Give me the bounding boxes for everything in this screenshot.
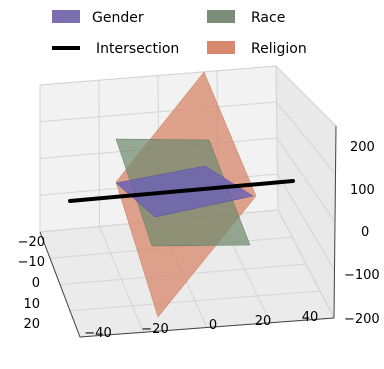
- legend-label-religion: Religion: [251, 41, 307, 57]
- gridline: [69, 290, 321, 312]
- x-tick-label: 0: [209, 318, 217, 333]
- z-tick-label: −100: [344, 268, 380, 283]
- x-tick-label: 20: [255, 314, 272, 329]
- y-tick-label: 10: [23, 297, 40, 312]
- gridline: [276, 137, 336, 223]
- legend-label-race: Race: [251, 10, 285, 26]
- z-axis-line: [333, 125, 337, 319]
- x-tick-label: 40: [302, 310, 319, 325]
- gridline: [39, 101, 277, 123]
- legend: Gender Race Intersection Religion: [52, 10, 307, 57]
- z-tick-label: 100: [350, 183, 375, 198]
- z-tick-label: 200: [350, 140, 375, 155]
- x-tick-label: −40: [84, 326, 111, 341]
- legend-label-gender: Gender: [92, 10, 144, 26]
- y-tick-label: −10: [18, 255, 45, 270]
- legend-swatch-religion: [207, 41, 235, 54]
- intersection-line: [68, 179, 295, 203]
- gridline: [277, 209, 335, 319]
- legend-swatch-race: [207, 10, 235, 23]
- gridline: [39, 65, 277, 86]
- legend-swatch-gender: [52, 10, 80, 23]
- z-tick-label: 0: [361, 225, 369, 240]
- y-tick-label: 0: [32, 276, 40, 291]
- gridline: [275, 65, 337, 127]
- x-axis-line: [79, 317, 335, 338]
- legend-label-intersection: Intersection: [96, 41, 179, 57]
- y-tick-label: 20: [23, 317, 40, 332]
- z-tick-label: −200: [344, 312, 380, 327]
- gridline: [277, 173, 335, 271]
- x-tick-label: −20: [141, 322, 168, 337]
- gridline: [276, 101, 336, 175]
- y-axis-line: [39, 231, 81, 338]
- y-tick-label: −20: [18, 235, 45, 250]
